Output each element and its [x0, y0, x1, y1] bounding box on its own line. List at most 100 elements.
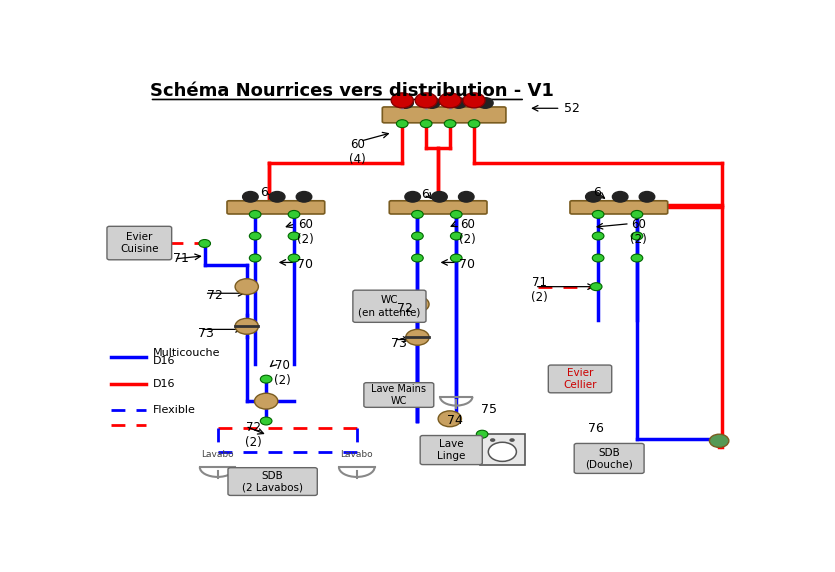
Text: 52: 52: [564, 102, 579, 115]
Circle shape: [392, 93, 413, 108]
Circle shape: [631, 232, 643, 240]
Text: 72: 72: [397, 302, 412, 315]
Circle shape: [710, 434, 729, 447]
Circle shape: [296, 192, 311, 202]
Circle shape: [415, 93, 438, 108]
Circle shape: [458, 192, 474, 202]
Text: 6: 6: [260, 186, 267, 200]
Text: Lavabo: Lavabo: [341, 450, 373, 459]
Text: Lave
Linge: Lave Linge: [437, 439, 465, 461]
Text: 60
(4): 60 (4): [349, 138, 366, 166]
Circle shape: [235, 319, 258, 334]
Text: 75: 75: [481, 403, 497, 416]
Text: 70: 70: [297, 258, 313, 271]
Circle shape: [592, 210, 604, 219]
Text: D16: D16: [153, 356, 175, 366]
Circle shape: [261, 417, 272, 425]
Text: 73: 73: [198, 327, 214, 340]
Circle shape: [631, 210, 643, 219]
Circle shape: [490, 438, 495, 442]
Bar: [479, 434, 525, 465]
Text: 71
(2): 71 (2): [531, 276, 549, 304]
FancyBboxPatch shape: [570, 201, 668, 214]
Circle shape: [592, 254, 604, 262]
Text: WC
(en attente): WC (en attente): [358, 296, 421, 317]
Circle shape: [590, 283, 602, 291]
Text: SDB
(Douche): SDB (Douche): [585, 448, 633, 469]
Circle shape: [397, 120, 408, 128]
Circle shape: [288, 232, 300, 240]
Text: 76: 76: [589, 422, 605, 435]
Circle shape: [261, 375, 272, 383]
Text: 60
(2): 60 (2): [297, 219, 314, 247]
FancyBboxPatch shape: [364, 383, 433, 407]
Circle shape: [451, 98, 467, 108]
Circle shape: [405, 192, 421, 202]
Circle shape: [592, 232, 604, 240]
Circle shape: [463, 93, 485, 108]
Circle shape: [439, 93, 461, 108]
Text: 60
(2): 60 (2): [630, 219, 646, 247]
Circle shape: [476, 430, 488, 438]
Circle shape: [444, 120, 456, 128]
Circle shape: [438, 411, 462, 427]
Circle shape: [412, 210, 423, 219]
Text: SDB
(2 Lavabos): SDB (2 Lavabos): [242, 471, 303, 492]
Circle shape: [250, 210, 261, 219]
Circle shape: [509, 438, 515, 442]
Circle shape: [450, 254, 462, 262]
Circle shape: [250, 232, 261, 240]
Text: Evier
Cellier: Evier Cellier: [564, 368, 597, 390]
Circle shape: [199, 240, 210, 248]
Circle shape: [406, 296, 429, 312]
Text: Flexible: Flexible: [153, 405, 195, 415]
Circle shape: [488, 442, 516, 462]
Circle shape: [432, 192, 448, 202]
Text: 6: 6: [593, 186, 601, 200]
Circle shape: [412, 254, 423, 262]
FancyBboxPatch shape: [389, 201, 487, 214]
Text: D16: D16: [153, 379, 175, 388]
FancyBboxPatch shape: [228, 468, 317, 495]
FancyBboxPatch shape: [382, 107, 506, 123]
FancyBboxPatch shape: [549, 365, 612, 393]
FancyBboxPatch shape: [420, 435, 483, 464]
Text: Multicouche: Multicouche: [153, 348, 220, 358]
Text: 70: 70: [459, 258, 475, 271]
Circle shape: [250, 254, 261, 262]
Text: 72: 72: [206, 289, 222, 302]
FancyBboxPatch shape: [107, 227, 172, 260]
Circle shape: [288, 210, 300, 219]
Circle shape: [406, 329, 429, 345]
Circle shape: [450, 210, 462, 219]
Circle shape: [288, 254, 300, 262]
Circle shape: [420, 120, 432, 128]
Circle shape: [585, 192, 601, 202]
Text: Schéma Nourrices vers distribution - V1: Schéma Nourrices vers distribution - V1: [149, 82, 554, 100]
Text: 71: 71: [173, 252, 189, 265]
Circle shape: [424, 98, 440, 108]
Circle shape: [478, 98, 493, 108]
Text: Evier
Cuisine: Evier Cuisine: [120, 232, 159, 254]
Circle shape: [631, 254, 643, 262]
Circle shape: [255, 393, 278, 409]
Circle shape: [640, 192, 655, 202]
Circle shape: [235, 279, 258, 295]
Circle shape: [468, 120, 480, 128]
Text: Lave Mains
WC: Lave Mains WC: [372, 384, 427, 406]
Text: 6: 6: [422, 188, 429, 201]
Text: 73: 73: [391, 337, 407, 351]
Text: 72
(2): 72 (2): [245, 421, 262, 449]
FancyBboxPatch shape: [574, 443, 644, 474]
Circle shape: [243, 192, 258, 202]
Text: 74: 74: [448, 415, 463, 427]
FancyBboxPatch shape: [353, 290, 426, 323]
Circle shape: [397, 98, 413, 108]
Text: 70
(2): 70 (2): [274, 359, 291, 387]
Circle shape: [450, 232, 462, 240]
Text: 60
(2): 60 (2): [459, 219, 476, 247]
Circle shape: [270, 192, 285, 202]
Circle shape: [612, 192, 628, 202]
Text: Lavabo: Lavabo: [201, 450, 234, 459]
Circle shape: [412, 232, 423, 240]
